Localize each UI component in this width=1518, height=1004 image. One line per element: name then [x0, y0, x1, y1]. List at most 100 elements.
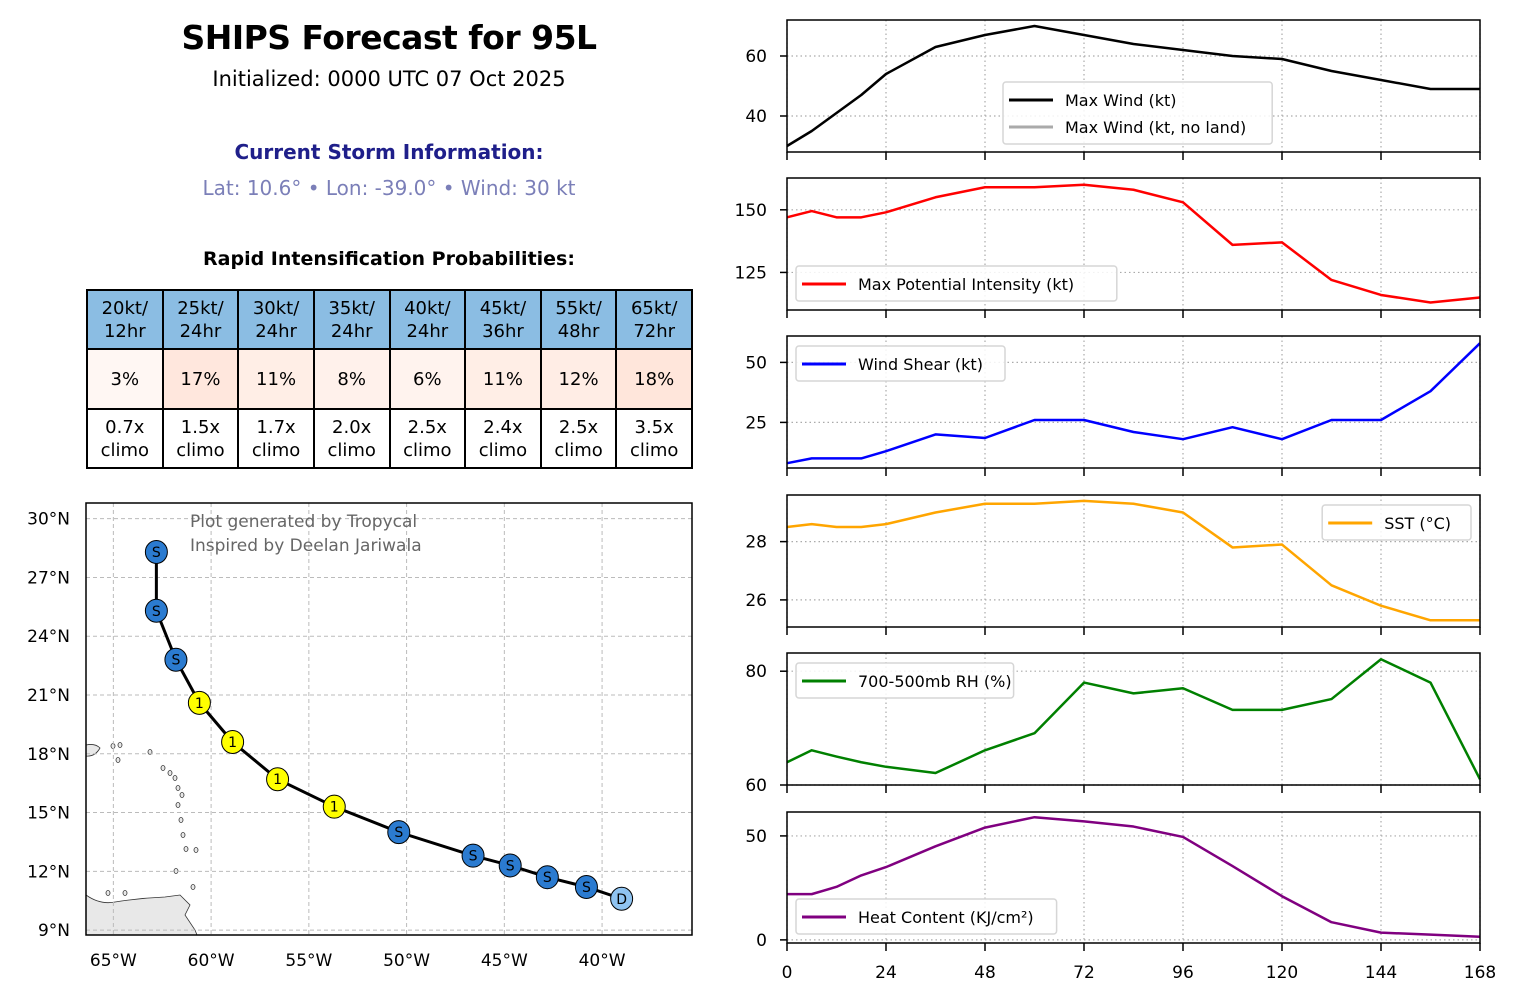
track-point [610, 886, 634, 911]
track-point [387, 820, 411, 845]
panel-frame [786, 494, 1481, 628]
map-lat-label: 18°N [27, 745, 70, 765]
ri-probability-cell: 11% [237, 348, 315, 410]
y-tick-label: 150 [735, 201, 767, 221]
map-inner: D S S S S S 1 1 1 1 S S S Plot generated by Tropycal I… [86, 503, 692, 935]
track-point [221, 730, 245, 755]
panel-frame [786, 811, 1481, 944]
map-lat-label: 15°N [27, 804, 70, 824]
ri-period: 48hr [557, 320, 600, 342]
ri-period: 24hr [406, 320, 449, 342]
track-point-label: S [506, 858, 515, 874]
legend: SST (°C) [1321, 504, 1472, 541]
ri-threshold: 65kt/ [630, 297, 678, 319]
current-storm-values: Lat: 10.6° • Lon: -39.0° • Wind: 30 kt [202, 176, 576, 200]
track-point [461, 843, 485, 868]
ri-climo-label: climo [629, 439, 679, 461]
panel-max-potential-intensity-kt-: 125 150 Max Potential Intensity (kt) [735, 177, 1481, 318]
y-tick-label: 26 [745, 591, 767, 611]
island-icon [175, 802, 181, 808]
island-icon [115, 757, 121, 763]
panel-max-wind-kt-: 40 60 Max Wind (kt) Max Wind (kt, no land) [745, 19, 1481, 160]
ri-probability-row: 3% 17% 11% 8% 6% 11% 12% 18% [86, 348, 693, 410]
y-tick-label: 25 [745, 413, 767, 433]
track-point [322, 794, 346, 819]
y-tick-label: 80 [745, 662, 767, 682]
island-icon [117, 742, 123, 748]
ri-probability-cell: 17% [161, 348, 240, 410]
ri-column-header: 40kt/24hr [388, 289, 467, 350]
map-lat-label: 21°N [27, 686, 70, 706]
ri-threshold: 20kt/ [101, 297, 149, 319]
ri-climo-multiplier: 2.0x [332, 416, 372, 438]
credit-line2: Inspired by Deelan Jariwala [190, 536, 422, 556]
ri-climo-multiplier: 1.7x [256, 416, 296, 438]
ri-column-header: 55kt/48hr [539, 289, 618, 350]
ri-threshold: 30kt/ [252, 297, 300, 319]
ri-climo-label: climo [100, 439, 150, 461]
ri-period: 36hr [482, 320, 524, 342]
ri-column-header: 30kt/24hr [237, 289, 315, 350]
ri-climo-cell: 2.5x climo [539, 408, 618, 469]
ri-climo-label: climo [176, 439, 225, 461]
legend-box [1002, 81, 1273, 145]
ri-threshold: 25kt/ [177, 297, 224, 319]
track-point-label: S [152, 604, 161, 620]
track-point [266, 767, 290, 792]
map-background [86, 503, 692, 935]
ri-climo-cell: 2.4x climo [464, 408, 542, 469]
ri-climo-label: climo [554, 439, 603, 461]
island-icon [179, 792, 185, 798]
ri-probability-cell: 6% [388, 348, 467, 410]
ri-climo-label: climo [251, 439, 301, 461]
island-icon [122, 890, 128, 896]
x-tick-label: 48 [974, 963, 996, 983]
ri-probability-cell: 8% [312, 348, 391, 410]
credit-line1: Plot generated by Tropycal [190, 512, 417, 532]
ri-climo-multiplier: 3.5x [634, 416, 674, 438]
initialized-time: Initialized: 0000 UTC 07 Oct 2025 [212, 67, 566, 91]
legend-label: Heat Content (KJ/cm²) [858, 908, 1034, 927]
track-point-label: S [469, 849, 478, 865]
ri-probability-cell: 3% [86, 348, 164, 410]
map-lon-label: 55°W [285, 951, 332, 971]
ri-column-header: 20kt/12hr [86, 289, 164, 350]
ri-threshold: 35kt/ [328, 297, 375, 319]
ri-climo-cell: 1.7x climo [237, 408, 315, 469]
panel-heat-content-kj-cm-: 0 50 Heat Content (KJ/cm²) [745, 811, 1481, 951]
ri-period: 72hr [633, 320, 676, 342]
map-lat-label: 9°N [38, 921, 70, 941]
y-tick-label: 60 [745, 776, 767, 796]
island-icon [193, 847, 199, 853]
track-point-label: 1 [273, 772, 282, 788]
y-tick-label: 60 [745, 47, 767, 67]
legend: Max Potential Intensity (kt) [795, 265, 1118, 302]
ri-climo-multiplier: 2.5x [407, 416, 447, 438]
track-point [187, 690, 211, 715]
legend: Wind Shear (kt) [795, 345, 1006, 382]
ri-climo-multiplier: 2.5x [558, 416, 599, 438]
track-point-label: S [171, 653, 180, 669]
ri-threshold: 40kt/ [404, 297, 451, 319]
legend-box [795, 662, 1015, 699]
legend-label: Wind Shear (kt) [858, 355, 983, 374]
ri-period: 24hr [255, 320, 297, 342]
ri-threshold: 55kt/ [555, 297, 602, 319]
panel-frame [786, 335, 1481, 469]
panel-700-500mb-rh-: 60 80 700-500mb RH (%) [745, 652, 1482, 796]
ri-heading: Rapid Intensification Probabilities: [203, 248, 575, 270]
legend: Heat Content (KJ/cm²) [795, 898, 1058, 935]
ri-column-header: 45kt/36hr [464, 289, 542, 350]
ri-period: 12hr [103, 320, 146, 342]
track-map: D S S S S S 1 1 1 1 S S S Plot generated by Tropycal I… [27, 502, 693, 971]
track-point [574, 875, 598, 899]
island-icon [180, 832, 186, 838]
ri-climo-cell: 0.7x climo [86, 408, 164, 469]
island-icon [105, 890, 111, 896]
ri-column-header: 65kt/72hr [615, 289, 693, 350]
track-point-label: S [582, 880, 591, 896]
map-lon-label: 45°W [481, 951, 528, 971]
legend-label: 700-500mb RH (%) [858, 672, 1012, 691]
island-icon [190, 884, 196, 890]
ri-threshold: 45kt/ [479, 297, 527, 319]
